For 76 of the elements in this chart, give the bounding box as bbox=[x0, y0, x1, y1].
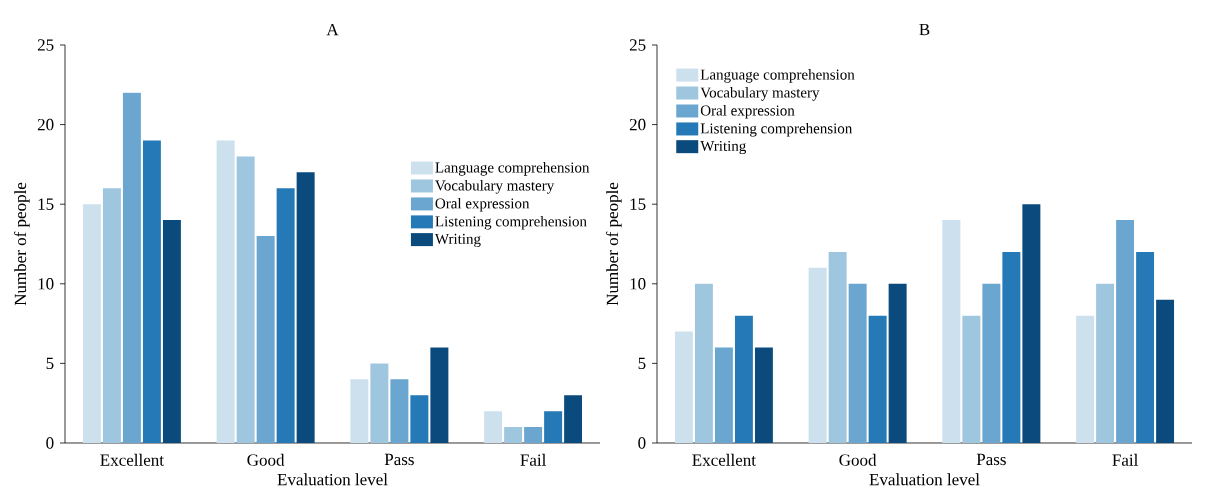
legend-label: Listening comprehension bbox=[435, 215, 587, 230]
y-axis-title: Number of people bbox=[14, 182, 30, 306]
bar bbox=[828, 251, 847, 443]
bar bbox=[524, 427, 543, 443]
bar bbox=[296, 172, 315, 443]
y-tick-label: 5 bbox=[46, 357, 54, 370]
legend-label: Language comprehension bbox=[700, 69, 855, 83]
bar bbox=[848, 283, 867, 443]
bar bbox=[1096, 283, 1115, 443]
y-tick-label: 15 bbox=[630, 198, 646, 210]
x-tick-label: Excellent bbox=[100, 453, 164, 466]
x-axis-title: Evaluation level bbox=[277, 473, 388, 486]
bar bbox=[410, 395, 429, 443]
bar bbox=[162, 220, 181, 443]
bar bbox=[390, 379, 409, 443]
bar bbox=[1136, 251, 1155, 443]
y-tick-label: 5 bbox=[638, 357, 646, 370]
bar bbox=[942, 220, 961, 443]
bar bbox=[962, 315, 981, 443]
legend-label: Oral expression bbox=[435, 197, 530, 212]
legend-label: Listening comprehension bbox=[700, 122, 853, 137]
bar bbox=[504, 427, 523, 443]
y-tick-label: 25 bbox=[629, 39, 646, 51]
y-tick-label: 10 bbox=[630, 278, 646, 290]
x-tick-label: Pass bbox=[976, 453, 1006, 466]
bar bbox=[1002, 251, 1021, 443]
y-tick-label: 0 bbox=[638, 437, 646, 449]
x-axis-title: Evaluation level bbox=[869, 473, 980, 486]
y-axis-title: Number of people bbox=[606, 182, 622, 306]
bar bbox=[694, 283, 713, 443]
bar bbox=[102, 188, 121, 443]
legend-label: Vocabulary mastery bbox=[435, 180, 555, 194]
bar bbox=[734, 315, 753, 443]
bar bbox=[256, 236, 275, 443]
legend-label: Oral expression bbox=[700, 105, 795, 119]
y-tick-label: 0 bbox=[46, 437, 54, 449]
bar bbox=[982, 283, 1001, 443]
y-tick-label: 25 bbox=[37, 39, 54, 51]
legend-label: Language comprehension bbox=[435, 162, 590, 176]
bar bbox=[564, 395, 583, 443]
bar bbox=[868, 315, 887, 443]
bar bbox=[236, 156, 255, 443]
bar bbox=[370, 363, 389, 443]
bar bbox=[888, 283, 907, 443]
chart-title: A bbox=[326, 23, 339, 36]
bar bbox=[1022, 204, 1041, 443]
bar bbox=[544, 411, 563, 443]
bar bbox=[1076, 315, 1095, 443]
bar bbox=[808, 267, 827, 443]
legend-label: Writing bbox=[700, 140, 747, 155]
bar bbox=[350, 379, 369, 443]
x-tick-label: Fail bbox=[1112, 453, 1138, 466]
bar bbox=[82, 204, 101, 443]
x-tick-label: Good bbox=[247, 453, 285, 466]
y-tick-label: 10 bbox=[38, 278, 54, 290]
bar bbox=[484, 411, 503, 443]
x-tick-label: Good bbox=[839, 453, 877, 466]
bar bbox=[122, 92, 141, 443]
y-tick-label: 15 bbox=[38, 198, 54, 210]
bar bbox=[674, 331, 693, 443]
bar bbox=[1116, 220, 1135, 443]
x-tick-label: Pass bbox=[384, 453, 414, 466]
bar bbox=[216, 140, 235, 443]
y-tick-label: 20 bbox=[629, 118, 646, 131]
bar bbox=[714, 347, 733, 443]
bar bbox=[754, 347, 773, 443]
legend-label: Vocabulary mastery bbox=[700, 87, 820, 101]
chart-title: B bbox=[919, 23, 930, 36]
bar bbox=[1156, 299, 1175, 443]
legend-label: Writing bbox=[434, 233, 481, 248]
y-tick-label: 20 bbox=[37, 118, 54, 131]
x-tick-label: Excellent bbox=[692, 453, 756, 466]
bar bbox=[276, 188, 295, 443]
bar bbox=[430, 347, 449, 443]
x-tick-label: Fail bbox=[520, 453, 547, 466]
bar bbox=[142, 140, 161, 443]
